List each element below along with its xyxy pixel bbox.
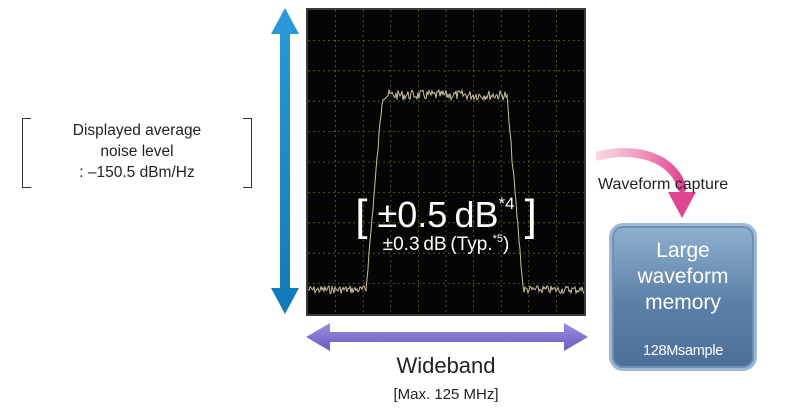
waveform-memory-box: Large waveform memory 128Msample	[609, 223, 757, 371]
noise-line-3: : –150.5 dBm/Hz	[79, 164, 195, 181]
left-bracket	[22, 118, 31, 188]
main-accuracy-value: ±0.5 dB	[377, 194, 499, 235]
capture-arrow	[596, 148, 696, 218]
typical-accuracy-value: ±0.3 dB (Typ.	[382, 234, 493, 255]
memory-line-3: memory	[645, 291, 721, 314]
noise-line-2: noise level	[100, 143, 174, 160]
wideband-max-label: [Max. 125 MHz]	[393, 386, 499, 403]
close-bracket: ]	[524, 191, 537, 240]
typical-accuracy-spec: ±0.3 dB (Typ.*5)	[308, 233, 584, 256]
noise-line-1: Displayed average	[72, 122, 202, 139]
spectrum-plot	[308, 10, 584, 314]
waveform-capture-label: Waveform capture	[598, 176, 729, 193]
horizontal-double-arrow	[306, 323, 588, 351]
memory-line-1: Large	[656, 239, 710, 262]
main-accuracy-note: *4	[498, 194, 515, 213]
noise-level-annotation: Displayed average noise level : –150.5 d…	[22, 118, 252, 188]
right-bracket	[243, 118, 252, 188]
memory-line-2: waveform	[637, 265, 729, 288]
open-bracket: [	[355, 191, 368, 240]
typical-accuracy-close: )	[503, 234, 510, 255]
spectrum-screen: [ ±0.5 dB*4 ] ±0.3 dB (Typ.*5)	[306, 8, 586, 316]
vertical-double-arrow	[271, 8, 299, 314]
wideband-label: Wideband	[396, 353, 496, 378]
typical-accuracy-note: *5	[492, 233, 503, 245]
memory-size: 128Msample	[642, 343, 723, 359]
spectrum-trace	[308, 88, 584, 295]
amplitude-accuracy-spec: [ ±0.5 dB*4 ]	[308, 184, 584, 238]
